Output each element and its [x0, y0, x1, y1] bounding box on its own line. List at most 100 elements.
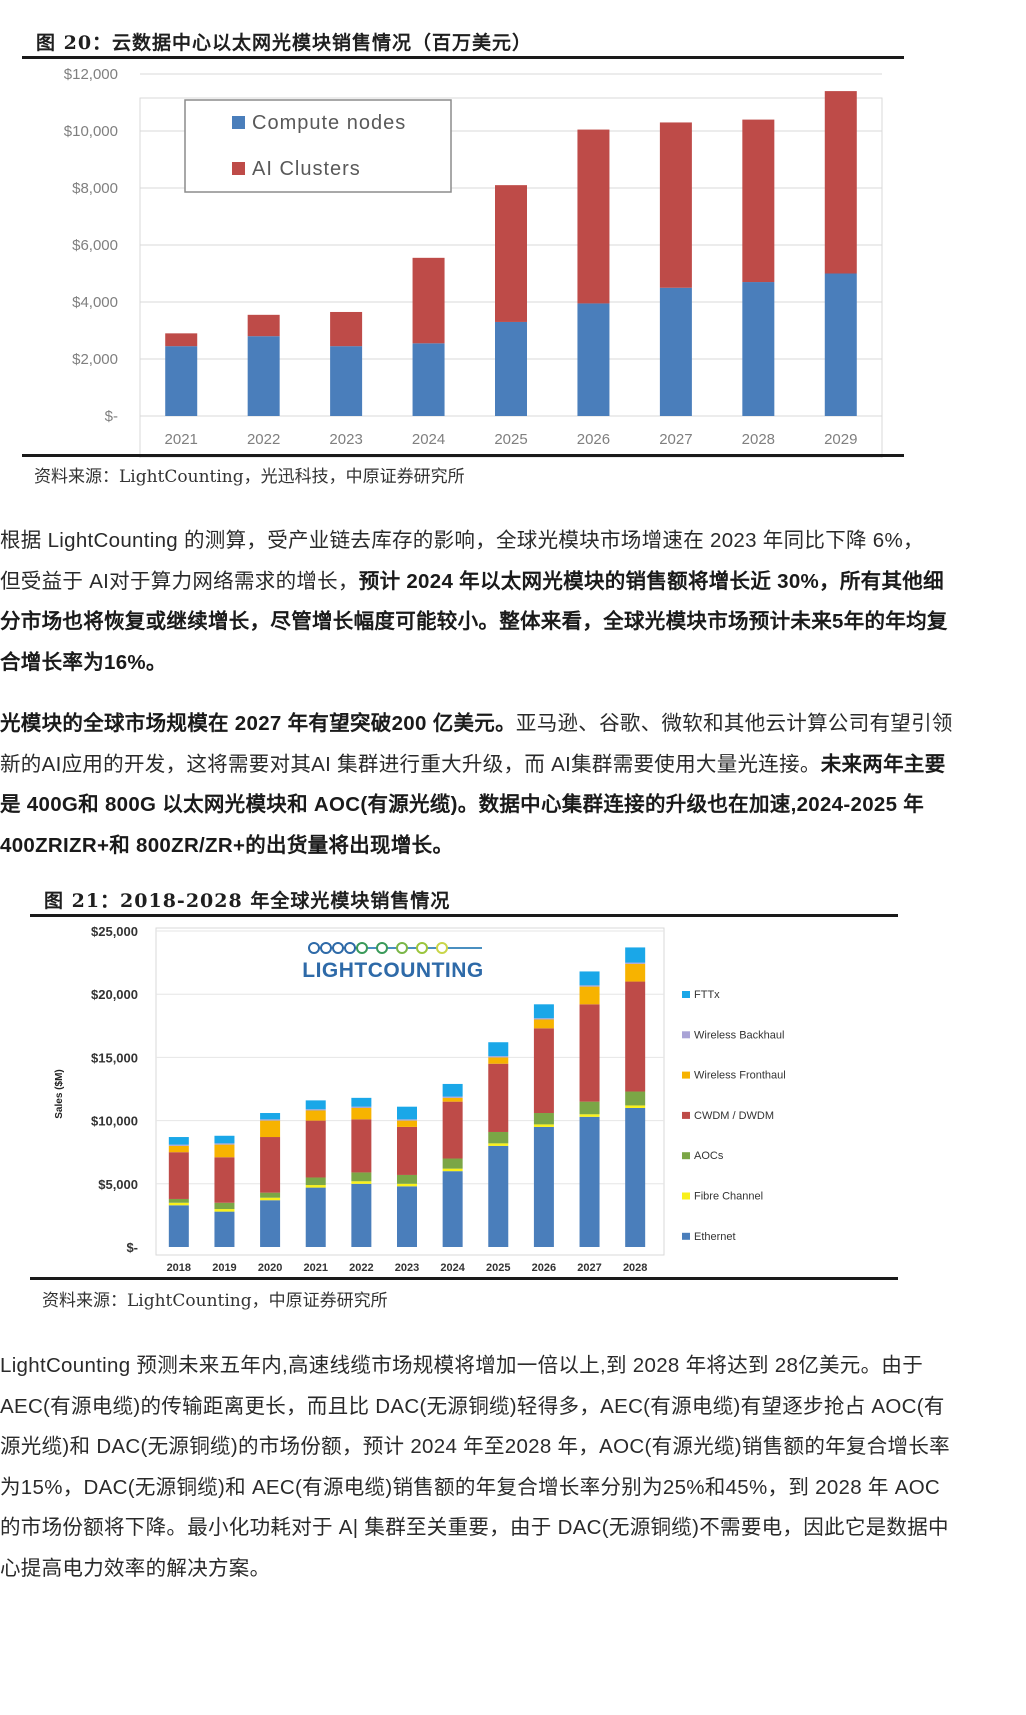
paragraph-3-line-2: AEC(有源电缆)的传输距离更长，而且比 DAC(无源铜缆)轻得多，AEC(有源… [0, 1394, 945, 1418]
chart-2-ytick-label: $15,000 [91, 1050, 138, 1065]
chart-2-plot-frame [155, 927, 665, 1256]
bar-wireless-backhaul-2022 [351, 1106, 372, 1108]
figure-1-source: 资料来源：LightCounting，光迅科技，中原证券研究所 [34, 467, 465, 487]
chart-2-bars [168, 947, 646, 1247]
legend-swatch-cwdm-dwdm [682, 1111, 690, 1119]
paragraph-2-line-2-normal: 新的AI应用的开发，这将需要对其AI 集群进行重大升级，而 AI集群需要使用大量… [0, 752, 821, 776]
paragraph-3-line-6: 心提高电力效率的解决方案。 [0, 1556, 271, 1580]
bar-wireless-backhaul-2028 [625, 962, 646, 964]
bar-compute-nodes-2029 [824, 273, 857, 416]
chart-1-xticks: 2021 2022 2023 2024 2025 2026 2027 2028 2029 [165, 431, 858, 448]
paragraph-2-line-1: 光模块的全球市场规模在 2027 年有望突破200 亿美元。亚马逊、谷歌、微软和… [0, 704, 1020, 745]
bar-ai-clusters-2023 [330, 311, 363, 347]
chart-1-ytick-label: $4,000 [72, 294, 118, 311]
paragraph-1-line-2-normal: 但受益于 AI对于算力网络需求的增长， [0, 569, 359, 593]
figure-2-top-rule [30, 914, 898, 917]
chart-2-xtick-label: 2026 [532, 1262, 556, 1274]
bar-fttx-2022 [351, 1097, 372, 1107]
bar-fibre-channel-2022 [351, 1181, 372, 1184]
chart-1-bars [165, 91, 857, 416]
bar-cwdm-dwdm-2018 [168, 1152, 189, 1199]
bar-wireless-backhaul-2027 [579, 985, 600, 987]
chart-1-xtick-label: 2025 [494, 431, 527, 448]
paragraph-1: 根据 LightCounting 的测算，受产业链去库存的影响，全球光模块市场增… [0, 521, 1020, 683]
bar-ethernet-2024 [442, 1171, 463, 1247]
bar-ethernet-2020 [260, 1200, 281, 1247]
legend-swatch-aocs [682, 1152, 690, 1160]
legend-swatch-fibre-channel [682, 1192, 690, 1200]
bar-ethernet-2021 [305, 1187, 326, 1247]
bar-ethernet-2023 [397, 1186, 417, 1247]
chart-1-ytick-label: $2,000 [72, 351, 118, 368]
chart-2-ytick-label: $25,000 [91, 924, 138, 939]
paragraph-1-line-3-bold: 分市场也将恢复或继续增长，尽管增长幅度可能较小。整体来看，全球光模块市场预计未来… [0, 610, 948, 633]
bar-fttx-2028 [625, 947, 646, 963]
bar-aocs-2025 [488, 1131, 509, 1144]
legend-swatch-ai-clusters [232, 162, 245, 175]
chart-2-ytick-label: $10,000 [91, 1114, 138, 1129]
paragraph-1-line-4: 合增长率为16%。 [0, 643, 1020, 684]
chart-2-xticks: 2018 2019 2020 2021 2022 2023 2024 2025 2026 2027… [167, 1262, 648, 1274]
bar-fibre-channel-2025 [488, 1143, 509, 1146]
bar-fibre-channel-2027 [579, 1114, 600, 1117]
chart-1-ytick-label: $8,000 [72, 180, 118, 197]
bar-fttx-2021 [305, 1100, 326, 1110]
bar-compute-nodes-2028 [742, 282, 775, 416]
bar-cwdm-dwdm-2026 [533, 1028, 554, 1114]
legend-label-cwdm-dwdm: CWDM / DWDM [694, 1110, 774, 1122]
chart-1-xtick-label: 2029 [824, 431, 857, 448]
chart-1: $- $2,000 $4,000 $6,000 $8,000 $10,000 $12,000… [64, 66, 883, 458]
bar-cwdm-dwdm-2023 [397, 1126, 417, 1175]
bar-compute-nodes-2022 [247, 336, 280, 416]
bar-wireless-backhaul-2020 [260, 1119, 281, 1121]
legend-swatch-fttx [682, 991, 690, 998]
bar-ai-clusters-2024 [412, 257, 445, 344]
paragraph-1-line-4-bold: 合增长率为16%。 [0, 650, 167, 674]
chart-1-ytick-label: $- [105, 408, 118, 425]
legend-swatch-ethernet [682, 1232, 690, 1240]
paragraph-2-line-2-bold: 未来两年主要 [820, 752, 946, 776]
bar-fibre-channel-2021 [305, 1185, 326, 1188]
bar-wireless-backhaul-2018 [168, 1144, 189, 1146]
bar-ethernet-2026 [533, 1126, 554, 1247]
chart-2-xtick-label: 2023 [395, 1262, 419, 1274]
bar-aocs-2023 [397, 1174, 417, 1184]
figure-1-title: 图 20：云数据中心以太网光模块销售情况（百万美元） [36, 32, 533, 54]
bar-fibre-channel-2018 [168, 1202, 189, 1206]
chart-2-xtick-label: 2027 [577, 1262, 601, 1274]
chart-1-yticks: $- $2,000 $4,000 $6,000 $8,000 $10,000 $12,000 [64, 66, 118, 425]
legend-label-fttx: FTTx [694, 989, 720, 1001]
bar-cwdm-dwdm-2028 [625, 981, 646, 1092]
bar-aocs-2026 [533, 1113, 554, 1125]
bar-compute-nodes-2025 [495, 321, 527, 416]
bar-ethernet-2019 [214, 1211, 235, 1247]
bar-fttx-2024 [442, 1083, 463, 1097]
bar-cwdm-dwdm-2025 [488, 1063, 509, 1132]
legend-label-wireless-backhaul: Wireless Backhaul [694, 1029, 784, 1041]
bar-fttx-2027 [579, 971, 600, 986]
bar-wireless-backhaul-2019 [214, 1143, 235, 1145]
legend-label-wireless-fronthaul: Wireless Fronthaul [694, 1070, 786, 1082]
legend-label-fibre-channel: Fibre Channel [694, 1191, 763, 1203]
figure-1-bottom-rule [22, 454, 904, 457]
bar-aocs-2021 [305, 1177, 326, 1186]
paragraph-3-line-3: 源光缆)和 DAC(无源铜缆)的市场份额，预计 2024 年至2028 年，AO… [0, 1435, 950, 1458]
bar-cwdm-dwdm-2021 [305, 1120, 326, 1178]
figure-2-title: 图 21：2018-2028 年全球光模块销售情况 [44, 890, 451, 912]
paragraph-2-line-3-bold: 是 400G和 800G 以太网光模块和 AOC(有源光缆)。数据中心集群连接的… [0, 793, 925, 816]
bar-wireless-backhaul-2021 [305, 1109, 326, 1111]
legend-label-ethernet: Ethernet [694, 1231, 736, 1243]
bar-fibre-channel-2026 [533, 1124, 554, 1127]
chart-2: $- $5,000 $10,000 $15,000 $20,000 $25,000 201… [54, 924, 786, 1274]
bar-compute-nodes-2023 [330, 346, 363, 416]
chart-1-xtick-label: 2024 [412, 431, 445, 448]
chart-2-y-axis-label: Sales ($M) [54, 1069, 65, 1118]
bar-fttx-2020 [260, 1113, 281, 1120]
bar-aocs-2018 [168, 1198, 189, 1203]
bar-ai-clusters-2026 [577, 129, 610, 304]
chart-1-xtick-label: 2023 [329, 431, 362, 448]
bar-fttx-2023 [397, 1106, 417, 1120]
legend-label-aocs: AOCs [694, 1150, 724, 1162]
paragraph-2-line-1-bold: 光模块的全球市场规模在 2027 年有望突破200 亿美元。 [0, 712, 516, 735]
bar-ethernet-2027 [579, 1116, 600, 1247]
